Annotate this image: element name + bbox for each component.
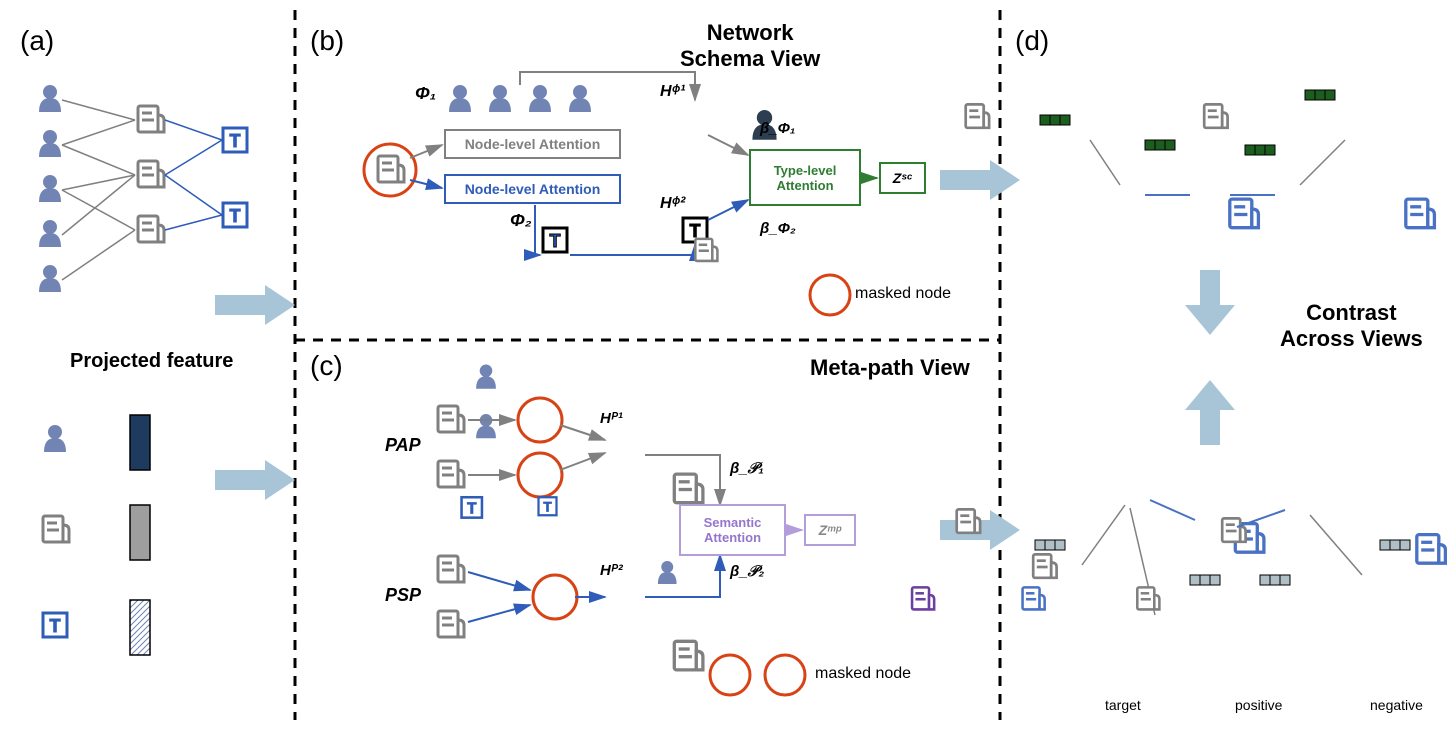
label-beta-phi2: β_Φ₂	[760, 220, 796, 237]
label-psp: PSP	[385, 585, 421, 606]
label-pap: PAP	[385, 435, 421, 456]
label-beta-p1: β_𝒫₁	[730, 460, 764, 477]
z-mp: Zᵐᵖ	[805, 515, 855, 545]
panel-d-label: (d)	[1015, 25, 1049, 57]
legend-positive: positive	[1235, 697, 1282, 713]
label-beta-p2: β_𝒫₂	[730, 563, 764, 580]
label-phi2: Φ₂	[510, 210, 532, 231]
masked-node-b: masked node	[855, 285, 951, 303]
node-level-attention-1: Node-level Attention	[445, 130, 620, 158]
label-h-phi1: Hᶲ¹	[660, 83, 685, 101]
masked-node-c: masked node	[815, 665, 911, 683]
label-h-phi2: Hᶲ²	[660, 195, 685, 213]
panel-b-label: (b)	[310, 25, 344, 57]
semantic-attention: Semantic Attention	[680, 505, 785, 555]
node-level-attention-2: Node-level Attention	[445, 175, 620, 203]
panel-a-label: (a)	[20, 25, 54, 57]
label-h-p2: Hᴾ²	[600, 562, 623, 579]
title-projected-feature: Projected feature	[70, 350, 233, 373]
panel-c-label: (c)	[310, 350, 343, 382]
title-network-schema: Network Schema View	[680, 20, 820, 72]
label-phi1: Φ₁	[415, 83, 436, 104]
label-h-p1: Hᴾ¹	[600, 410, 623, 427]
z-sc: Zˢᶜ	[880, 163, 925, 193]
legend-negative: negative	[1370, 697, 1423, 713]
title-contrast: Contrast Across Views	[1280, 300, 1423, 352]
title-metapath: Meta-path View	[810, 355, 970, 381]
type-level-attention: Type-level Attention	[750, 150, 860, 205]
legend-target: target	[1105, 697, 1141, 713]
label-beta-phi1: β_Φ₁	[760, 120, 795, 137]
